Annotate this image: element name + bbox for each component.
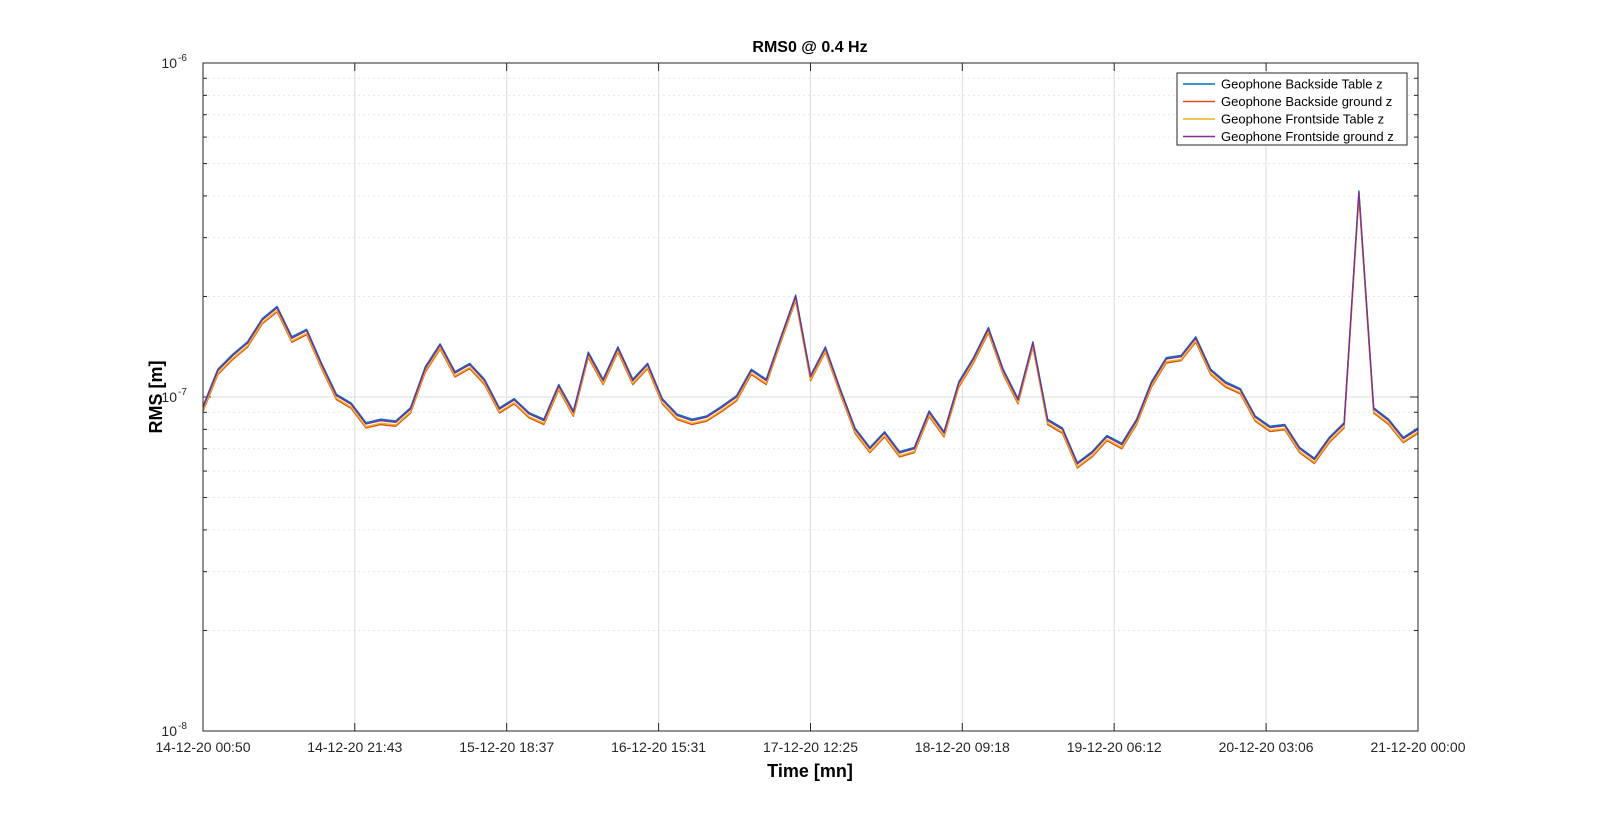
- chart-title: RMS0 @ 0.4 Hz: [752, 39, 867, 56]
- series-line-3: [202, 194, 1419, 468]
- x-tick-label: 21-12-20 00:00: [1371, 739, 1466, 755]
- x-tick-label: 14-12-20 00:50: [156, 739, 251, 755]
- y-tick-label: 10: [161, 389, 177, 405]
- plot-border: [202, 62, 1419, 732]
- legend-label: Geophone Frontside ground z: [1221, 129, 1394, 144]
- y-tick-exponent: -7: [178, 387, 187, 398]
- x-tick-label: 14-12-20 21:43: [307, 739, 402, 755]
- y-tick-label: 10: [161, 55, 177, 71]
- grid: [203, 63, 1418, 731]
- legend-label: Geophone Backside ground z: [1221, 94, 1392, 109]
- x-tick-label: 17-12-20 12:25: [763, 739, 858, 755]
- y-tick-base: 10: [161, 55, 177, 71]
- y-axis-label: RMS [m]: [146, 361, 166, 434]
- legend-label: Geophone Backside Table z: [1221, 77, 1383, 92]
- y-tick-exponent: -8: [178, 721, 187, 732]
- series-lines: [202, 190, 1419, 469]
- x-tick-label: 15-12-20 18:37: [459, 739, 554, 755]
- legend-box: [1176, 72, 1408, 146]
- y-tick-base: 10: [161, 389, 177, 405]
- series-line-4: [202, 191, 1419, 465]
- legend: Geophone Backside Table z Geophone Backsi…: [1176, 72, 1408, 146]
- x-tick-label: 18-12-20 09:18: [915, 739, 1010, 755]
- series-line-2: [202, 195, 1419, 469]
- y-tick-labels: 10-810-710-6: [161, 53, 187, 739]
- y-tick-base: 10: [161, 723, 177, 739]
- x-axis-label: Time [mn]: [767, 761, 853, 781]
- legend-label: Geophone Frontside Table z: [1221, 112, 1384, 127]
- x-tick-label: 16-12-20 15:31: [611, 739, 706, 755]
- y-tick-label: 10: [161, 723, 177, 739]
- x-tick-label: 20-12-20 03:06: [1219, 739, 1314, 755]
- x-tick-label: 19-12-20 06:12: [1067, 739, 1162, 755]
- x-tick-labels: 14-12-20 00:50 14-12-20 21:43 15-12-20 18:…: [156, 739, 1466, 755]
- y-tick-exponent: -6: [178, 53, 187, 64]
